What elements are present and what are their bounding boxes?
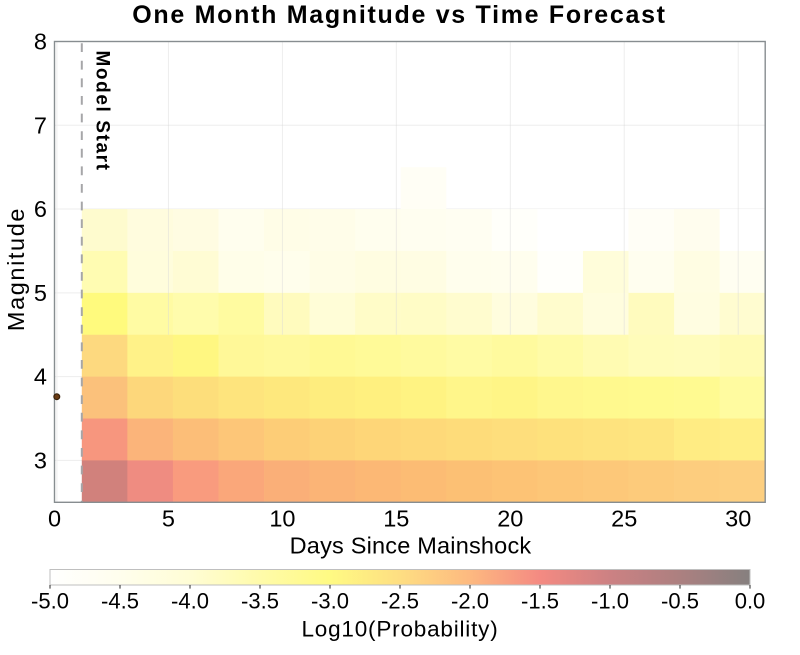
svg-text:20: 20 (497, 505, 523, 531)
svg-text:-2.0: -2.0 (451, 588, 489, 613)
svg-text:-2.5: -2.5 (381, 588, 419, 613)
svg-text:7: 7 (34, 112, 47, 138)
svg-text:Log10(Probability): Log10(Probability) (301, 616, 498, 641)
svg-text:15: 15 (383, 505, 409, 531)
svg-text:-1.0: -1.0 (591, 588, 629, 613)
svg-text:-4.5: -4.5 (101, 588, 139, 613)
svg-text:-3.5: -3.5 (241, 588, 279, 613)
svg-text:25: 25 (611, 505, 637, 531)
svg-text:-1.5: -1.5 (521, 588, 559, 613)
svg-text:0: 0 (48, 505, 61, 531)
svg-text:One Month Magnitude vs Time Fo: One Month Magnitude vs Time Forecast (132, 1, 666, 29)
svg-text:Days Since Mainshock: Days Since Mainshock (290, 532, 532, 558)
svg-text:10: 10 (269, 505, 295, 531)
svg-text:Model Start: Model Start (92, 51, 113, 172)
svg-text:-5.0: -5.0 (31, 588, 69, 613)
svg-text:-0.5: -0.5 (661, 588, 699, 613)
svg-text:4: 4 (34, 364, 47, 390)
svg-text:6: 6 (34, 196, 47, 222)
svg-text:0.0: 0.0 (735, 588, 766, 613)
svg-text:5: 5 (162, 505, 175, 531)
svg-text:8: 8 (34, 29, 47, 55)
svg-text:5: 5 (34, 280, 47, 306)
svg-text:-3.0: -3.0 (311, 588, 349, 613)
svg-text:-4.0: -4.0 (171, 588, 209, 613)
svg-text:Magnitude: Magnitude (3, 207, 29, 331)
svg-text:3: 3 (34, 448, 47, 474)
svg-text:30: 30 (725, 505, 751, 531)
